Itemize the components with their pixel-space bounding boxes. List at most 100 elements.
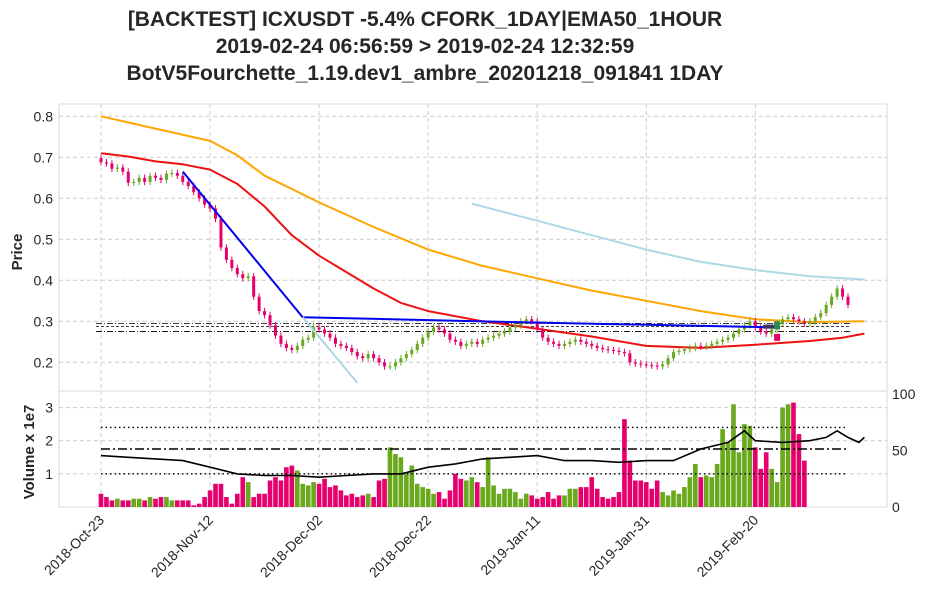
volume-bar [175, 500, 180, 507]
volume-bar [551, 498, 556, 507]
price-candle-body [137, 177, 141, 182]
price-candle-body [393, 362, 397, 367]
price-candle-body [546, 337, 550, 342]
volume-bar [474, 482, 480, 507]
volume-bar [109, 500, 115, 507]
volume-bar [240, 477, 246, 507]
trade-marker-sell [774, 333, 781, 341]
price-candle-body [590, 343, 594, 346]
price-candle-body [306, 337, 310, 340]
volume-bar [796, 434, 802, 507]
price-candle-body [383, 362, 387, 367]
volume-bar [147, 497, 153, 507]
price-candle-body [721, 339, 725, 342]
volume-bar [513, 492, 518, 507]
price-candle-body [764, 331, 768, 334]
volume-bar [687, 477, 693, 507]
volume-bar [714, 463, 720, 507]
price-candle-body [470, 341, 474, 344]
volume-bar [638, 480, 644, 507]
price-candle-body [241, 274, 245, 279]
x-tick-label: 2018-Dec-22 [366, 512, 435, 581]
price-candle-body [475, 341, 479, 344]
volume-bar [393, 453, 398, 507]
trade-marker-buy [774, 321, 781, 330]
price-candle-body [568, 341, 572, 344]
volume-bar [409, 465, 415, 507]
price-candle-body [737, 329, 741, 334]
volume-bar [665, 495, 671, 507]
volume-bar [507, 488, 513, 507]
fork-trend-line [531, 321, 778, 329]
volume-panel: 2018-Oct-23 2018-Nov-12 2018-Dec-02 2018-De… [41, 386, 916, 580]
volume-bar [785, 404, 791, 507]
price-panel: 0.2 0.3 0.4 0.5 0.6 0.7 0.8 [34, 103, 888, 392]
price-candle-body [252, 276, 256, 297]
volume-bar [316, 483, 322, 507]
volume-bar [436, 492, 442, 507]
price-candle-body [143, 177, 147, 182]
price-candle-body [453, 339, 457, 342]
chart-title-line-1: [BACKTEST] ICXUSDT -5.4% CFORK_1DAY|EMA5… [127, 8, 723, 31]
volume-bar [224, 497, 229, 507]
volume-bar [780, 407, 785, 507]
price-candle-body [650, 365, 654, 367]
volume-axis-label: Volume x 1e7 [21, 405, 38, 500]
volume-bar [164, 497, 169, 507]
price-candle-body [693, 345, 697, 348]
price-candle-body [677, 350, 681, 353]
price-candle-body [644, 364, 648, 366]
volume-bar [120, 500, 126, 507]
volume-bar [322, 478, 327, 507]
volume-bar [720, 429, 725, 507]
volume-bar [327, 487, 333, 507]
volume-bar [545, 492, 551, 507]
volume-bar [693, 463, 698, 507]
volume-bar [251, 497, 256, 507]
price-candle-body [486, 337, 490, 340]
volume-bar [573, 488, 578, 507]
volume-bar [594, 488, 600, 507]
price-tick-label: 0.5 [34, 231, 54, 247]
price-tick-label: 0.7 [34, 149, 54, 165]
price-candle-body [323, 329, 327, 334]
volume-bar [294, 470, 300, 507]
price-candle-body [541, 329, 545, 338]
price-candle-body [175, 172, 179, 176]
volume-bar [191, 505, 197, 507]
volume-bar [267, 480, 273, 507]
price-tick-label: 0.2 [34, 354, 54, 370]
volume-bar [523, 493, 529, 507]
price-candle-body [841, 288, 845, 297]
price-candle-body [808, 321, 812, 324]
volume-bar [682, 487, 687, 507]
volume-bar [300, 483, 306, 507]
price-candle-body [797, 319, 801, 322]
volume-bar [387, 447, 393, 507]
volume-bar [142, 500, 147, 507]
volume-bar [202, 497, 207, 507]
price-candle-body [410, 350, 414, 355]
volume-bar [262, 493, 267, 507]
price-candle-body [835, 288, 839, 297]
volume-bar [245, 482, 251, 507]
x-tick-label: 2018-Nov-12 [148, 512, 217, 581]
volume-right-tick-label: 0 [892, 499, 900, 515]
volume-bar [736, 452, 742, 507]
x-tick-label: 2018-Oct-23 [41, 512, 107, 578]
volume-bar [671, 490, 676, 507]
volume-bar [131, 498, 137, 507]
volume-bar [196, 503, 202, 507]
price-tick-label: 0.6 [34, 190, 54, 206]
price-candle-body [770, 329, 774, 334]
volume-bar [529, 495, 535, 507]
price-candle-body [492, 335, 496, 338]
price-candle-body [622, 352, 626, 354]
price-axis-label: Price [9, 234, 26, 271]
price-candle-body [333, 337, 337, 344]
volume-bar [627, 460, 633, 507]
volume-bar [333, 485, 338, 507]
volume-bar [98, 493, 104, 507]
price-candle-body [524, 319, 528, 322]
price-candle-body [606, 349, 610, 351]
